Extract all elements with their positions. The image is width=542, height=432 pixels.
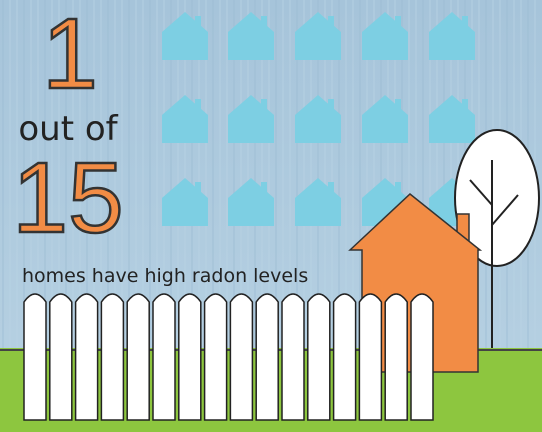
house-chimney: [328, 16, 334, 26]
house-chimney: [395, 16, 401, 26]
picket: [23, 293, 47, 421]
fence: [23, 293, 434, 421]
connector-text: out of: [18, 109, 118, 149]
house-chimney: [395, 182, 401, 192]
picket: [255, 293, 279, 421]
picket: [178, 293, 202, 421]
house-chimney: [261, 182, 267, 192]
picket: [281, 293, 305, 421]
caption: homes have high radon levels: [22, 265, 308, 287]
house-chimney: [195, 182, 201, 192]
house-chimney: [328, 182, 334, 192]
picket: [126, 293, 150, 421]
house-chimney: [328, 99, 334, 109]
featured-house: [348, 193, 483, 373]
picket: [100, 293, 125, 421]
house-chimney: [395, 99, 401, 109]
house-chimney: [195, 99, 201, 109]
picket: [358, 293, 383, 421]
house-chimney: [462, 16, 468, 26]
house-chimney: [261, 16, 267, 26]
picket: [203, 293, 228, 421]
house-chimney: [261, 99, 267, 109]
picket: [152, 293, 176, 421]
picket: [307, 293, 331, 421]
highlight-number: 1: [42, 0, 98, 110]
picket: [332, 293, 357, 421]
house-chimney: [462, 99, 468, 109]
picket: [229, 293, 254, 421]
picket: [410, 293, 434, 421]
picket: [49, 293, 73, 421]
total-number: 15: [12, 142, 123, 254]
picket: [384, 293, 408, 421]
tree: [454, 129, 540, 360]
picket: [74, 293, 99, 421]
house-chimney: [195, 16, 201, 26]
